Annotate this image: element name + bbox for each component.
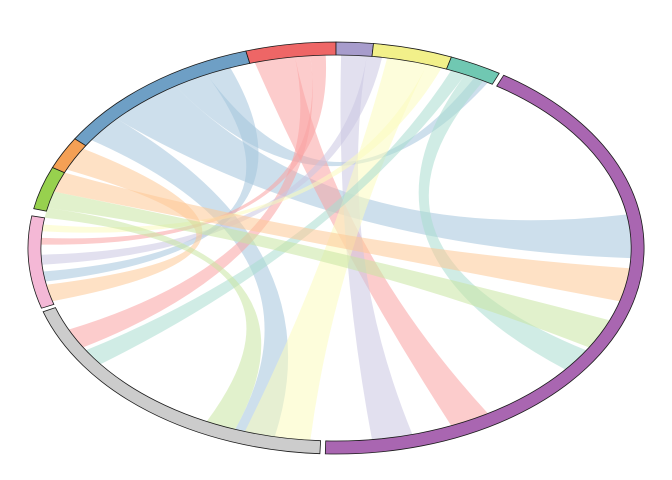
chord-ribbon-14 — [46, 148, 203, 302]
sector-arc-3 — [335, 41, 374, 57]
chord-ribbon-15 — [53, 172, 630, 302]
chord-ribbon-16 — [47, 191, 610, 348]
sector-arc-5 — [445, 56, 500, 85]
chord-ribbon-17 — [44, 207, 262, 430]
sector-layer — [27, 41, 645, 455]
sector-arc-7 — [42, 307, 322, 455]
chord-ribbon-10 — [244, 57, 428, 441]
chord-ribbon-4 — [43, 67, 259, 282]
sector-arc-8 — [27, 215, 55, 309]
chord-ribbon-12 — [85, 70, 466, 365]
chord-ribbon-8 — [340, 55, 413, 440]
chord-ribbon-2 — [116, 86, 631, 259]
ribbon-layer — [41, 55, 631, 441]
sector-arc-10 — [51, 138, 87, 174]
chord-ribbon-6 — [68, 55, 313, 348]
sector-arc-6 — [324, 74, 645, 455]
chord-ribbon-5 — [254, 56, 488, 426]
